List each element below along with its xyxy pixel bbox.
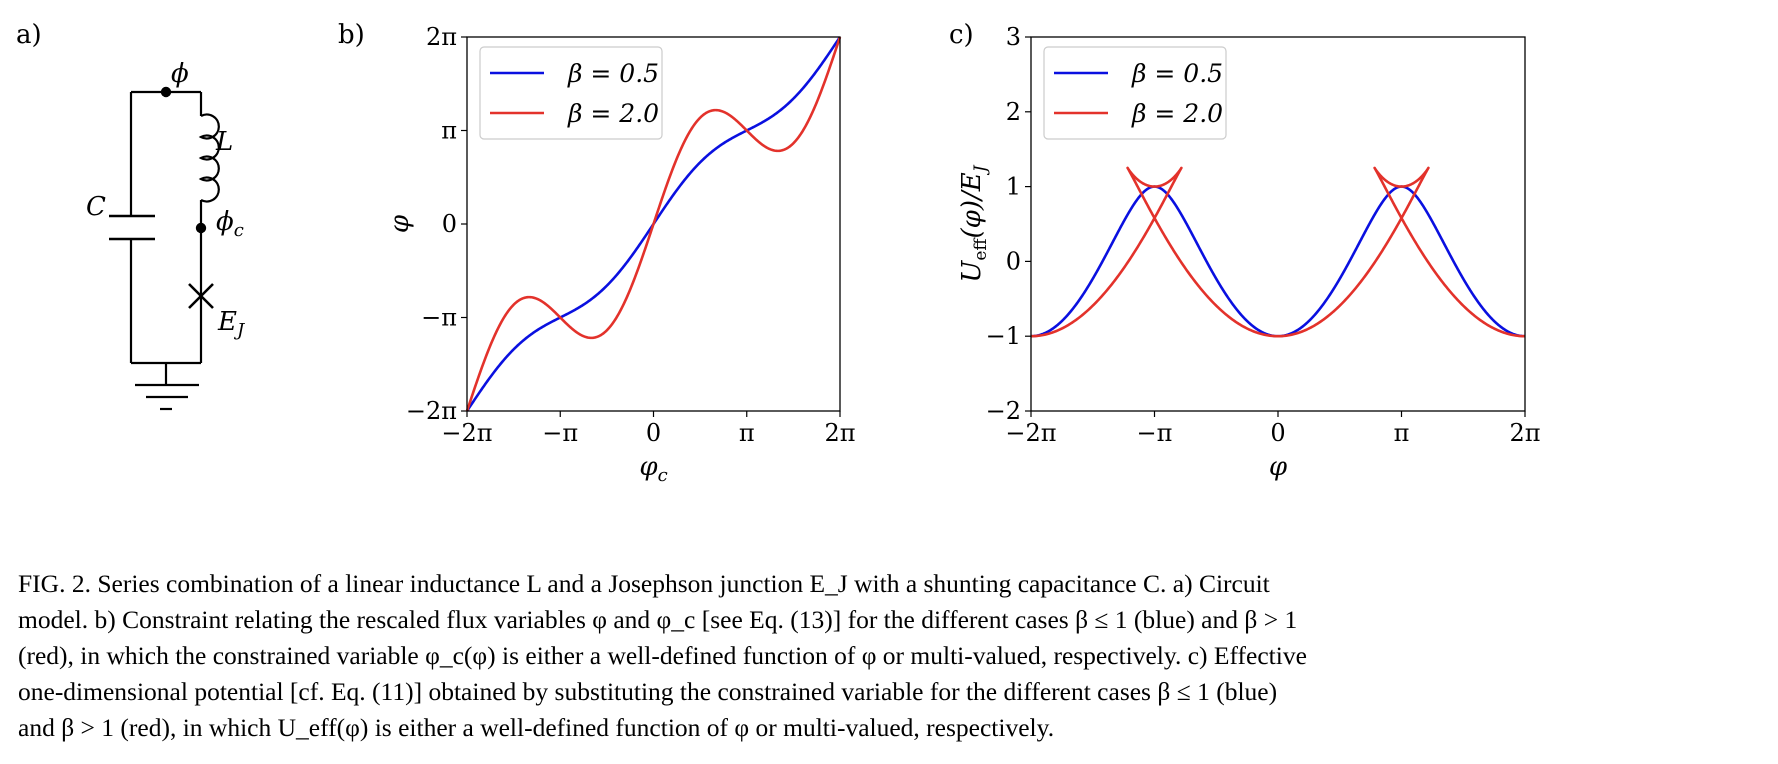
inductor-coil bbox=[198, 113, 220, 203]
series-line bbox=[1031, 185, 1525, 338]
x-tick-label: 0 bbox=[646, 419, 661, 447]
y-tick-label: 0 bbox=[442, 210, 457, 238]
legend-label: β = 2.0 bbox=[567, 99, 659, 128]
x-tick-label: −2π bbox=[1005, 419, 1056, 447]
x-axis-label: φc bbox=[639, 452, 667, 486]
x-axis-label: φ bbox=[1269, 452, 1288, 482]
label-capacitor: C bbox=[86, 192, 106, 222]
label-phi: ϕ bbox=[171, 59, 189, 89]
x-tick-label: 2π bbox=[1509, 419, 1540, 447]
x-tick-label: π bbox=[1394, 419, 1410, 447]
label-junction-sub: J bbox=[233, 320, 246, 341]
y-tick-label: 2 bbox=[1006, 98, 1021, 126]
y-axis-label: φ bbox=[385, 214, 415, 233]
chart-b: −2π −π 0 π 2π −2π −π 0 π 2π β = 0.5 β = 2.0 φc φ bbox=[385, 23, 856, 486]
y-tick-label: π bbox=[441, 117, 457, 145]
legend-label: β = 0.5 bbox=[567, 59, 659, 88]
label-inductor: L bbox=[215, 127, 233, 157]
caption-line: one-dimensional potential [cf. Eq. (11)]… bbox=[18, 677, 1278, 706]
label-phi-c-sub: c bbox=[234, 220, 244, 241]
x-tick-label: −2π bbox=[441, 419, 492, 447]
caption-line: and β > 1 (red), in which U_eff(φ) is ei… bbox=[18, 713, 1055, 742]
label-junction-base: E bbox=[217, 307, 237, 337]
y-tick-label: −π bbox=[421, 304, 457, 332]
legend-label: β = 2.0 bbox=[1131, 99, 1223, 128]
y-tick-label: 1 bbox=[1006, 173, 1021, 201]
panel-label-a: a) bbox=[16, 20, 42, 50]
label-phi-c: ϕc bbox=[216, 207, 244, 241]
legend-box bbox=[479, 46, 663, 140]
series-line bbox=[465, 36, 842, 412]
node-dot-top bbox=[160, 86, 172, 98]
y-tick-label: 3 bbox=[1006, 23, 1021, 51]
junction-cross-b bbox=[188, 283, 214, 309]
series-line bbox=[1031, 166, 1525, 338]
node-dot-mid bbox=[195, 222, 207, 234]
x-tick-label: π bbox=[739, 419, 755, 447]
caption-line: FIG. 2. Series combination of a linear i… bbox=[18, 569, 1270, 598]
figure-caption: FIG. 2. Series combination of a linear i… bbox=[18, 566, 1760, 746]
legend-box bbox=[1043, 46, 1227, 140]
label-junction: EJ bbox=[217, 307, 246, 341]
y-tick-label: −2π bbox=[406, 397, 457, 425]
y-tick-label: −1 bbox=[986, 322, 1021, 350]
circuit-diagram: ϕ L C ϕc EJ bbox=[86, 59, 246, 411]
label-phi-c-base: ϕ bbox=[216, 207, 234, 237]
plot-area bbox=[1031, 166, 1525, 338]
caption-line: model. b) Constraint relating the rescal… bbox=[18, 605, 1298, 634]
legend: β = 0.5 β = 2.0 bbox=[1043, 46, 1227, 140]
plot-frame bbox=[466, 36, 841, 412]
y-axis-label: Ueff(φ)/EJ bbox=[957, 164, 991, 282]
legend-label: β = 0.5 bbox=[1131, 59, 1223, 88]
y-tick-label: 0 bbox=[1006, 247, 1021, 275]
y-tick-label: −2 bbox=[986, 397, 1021, 425]
chart-c: −2π −π 0 π 2π −2 −1 0 1 2 3 β = 0.5 β = 2.0 φ Ueff(φ)/… bbox=[957, 23, 1541, 482]
figure: a) b) c) bbox=[16, 20, 1541, 486]
panel-label-c: c) bbox=[949, 20, 974, 50]
y-tick-label: 2π bbox=[426, 23, 457, 51]
plot-frame bbox=[1030, 36, 1526, 412]
legend: β = 0.5 β = 2.0 bbox=[479, 46, 663, 140]
x-tick-label: −π bbox=[542, 419, 578, 447]
caption-line: (red), in which the constrained variable… bbox=[18, 641, 1307, 670]
x-tick-label: 0 bbox=[1270, 419, 1285, 447]
panel-label-b: b) bbox=[338, 20, 365, 50]
x-tick-label: 2π bbox=[824, 419, 855, 447]
x-tick-label: −π bbox=[1137, 419, 1173, 447]
